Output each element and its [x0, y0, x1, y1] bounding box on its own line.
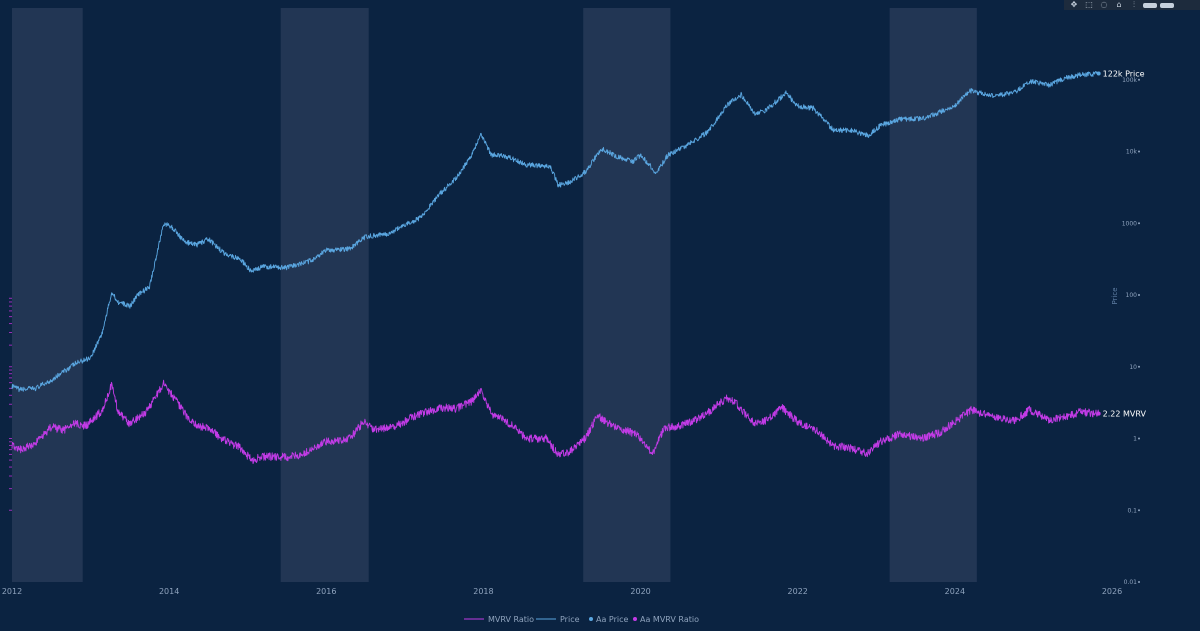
y-tick-label: 100k	[1122, 77, 1137, 84]
end-marker	[1096, 71, 1101, 76]
y-tick-dot	[1138, 365, 1140, 368]
y-tick-dot	[1138, 150, 1140, 153]
y-tick-label: 0.1	[1127, 507, 1137, 514]
plot-toolbar: ✥ ⬚ ◌ ⌂ ⫶	[1064, 0, 1200, 10]
left-tick-mark	[9, 394, 12, 396]
price-line	[11, 71, 1099, 393]
y-tick-dot	[1138, 78, 1140, 81]
compare-hover-toggle[interactable]	[1143, 2, 1157, 8]
left-tick-mark	[9, 403, 12, 405]
left-tick-mark	[9, 305, 12, 307]
left-tick-mark	[9, 459, 12, 461]
shaded-band-2	[583, 8, 671, 582]
x-axis-ticks: 2012 2014 2016 2018 2020 2022 2024 2026	[2, 587, 1122, 596]
box-select-icon[interactable]: ⬚	[1085, 0, 1093, 9]
left-tick-mark	[9, 301, 12, 303]
left-tick-mark	[9, 444, 12, 446]
y-tick-label: 100	[1126, 292, 1138, 299]
x-tick-label: 2016	[316, 587, 336, 596]
legend-swatch	[633, 617, 637, 621]
left-tick-mark	[9, 310, 12, 312]
left-tick-mark	[9, 387, 12, 389]
left-tick-mark	[9, 453, 12, 455]
left-tick-mark	[9, 344, 12, 346]
x-tick-label: 2012	[2, 587, 22, 596]
left-tick-mark	[9, 382, 12, 384]
legend-entry[interactable]: Price	[560, 615, 580, 624]
spike-lines-icon[interactable]: ⫶	[1133, 0, 1135, 9]
shaded-periods	[12, 8, 977, 582]
end-labels: 122k Price 2.22 MVRV	[1096, 70, 1147, 419]
left-tick-mark	[9, 377, 12, 379]
x-tick-label: 2020	[630, 587, 650, 596]
y-tick-dot	[1138, 437, 1140, 440]
pan-icon[interactable]: ✥	[1070, 0, 1078, 9]
y-tick-dot	[1138, 222, 1140, 225]
shaded-band-0	[12, 8, 83, 582]
home-icon[interactable]: ⌂	[1116, 0, 1122, 9]
left-tick-mark	[9, 449, 12, 451]
left-tick-mark	[9, 332, 12, 334]
x-tick-label: 2018	[473, 587, 493, 596]
legend-entry[interactable]: MVRV Ratio	[488, 615, 534, 624]
left-tick-mark	[9, 441, 12, 443]
left-tick-mark	[9, 373, 12, 375]
x-tick-label: 2024	[945, 587, 965, 596]
price-end-label: 122k Price	[1103, 70, 1145, 79]
series-lines	[11, 71, 1100, 465]
left-tick-mark	[9, 416, 12, 418]
closest-hover-toggle[interactable]	[1160, 2, 1174, 8]
left-tick-mark	[9, 488, 12, 490]
y-tick-dot	[1138, 294, 1140, 296]
y-tick-label: 1000	[1122, 220, 1137, 227]
legend-entry[interactable]: Aa MVRV Ratio	[640, 615, 699, 624]
y-tick-dot	[1138, 509, 1140, 512]
shaded-band-1	[280, 8, 369, 582]
left-tick-mark	[9, 366, 12, 368]
left-tick-mark	[9, 475, 12, 477]
left-tick-mark	[9, 316, 12, 318]
legend-swatch	[589, 617, 593, 621]
right-axis-title: Price	[1111, 287, 1119, 304]
lasso-icon[interactable]: ◌	[1100, 0, 1108, 9]
y-tick-label: 0.01	[1124, 579, 1138, 586]
x-tick-label: 2026	[1102, 587, 1122, 596]
y-tick-label: 10k	[1126, 149, 1138, 156]
left-axis-ticks	[9, 297, 12, 511]
end-marker	[1096, 411, 1101, 416]
shaded-band-3	[889, 8, 977, 582]
y-tick-label: 1	[1133, 436, 1137, 443]
right-axis-ticks: 0.01 0.1 1 10 100 1000 10k 100k	[1122, 77, 1140, 586]
left-tick-mark	[9, 323, 12, 325]
left-tick-mark	[9, 438, 12, 439]
legend: MVRV Ratio Price Aa Price Aa MVRV Ratio	[464, 615, 699, 624]
y-tick-dot	[1138, 581, 1140, 583]
mvrv-end-label: 2.22 MVRV	[1103, 410, 1147, 419]
x-tick-label: 2014	[159, 587, 179, 596]
y-tick-label: 10	[1129, 364, 1137, 371]
x-tick-label: 2022	[788, 587, 808, 596]
legend-entry[interactable]: Aa Price	[596, 615, 629, 624]
left-tick-mark	[9, 509, 12, 511]
left-tick-mark	[9, 369, 12, 371]
left-tick-mark	[9, 297, 12, 299]
mvrv-ratio-line	[11, 379, 1100, 465]
left-tick-mark	[9, 466, 12, 468]
